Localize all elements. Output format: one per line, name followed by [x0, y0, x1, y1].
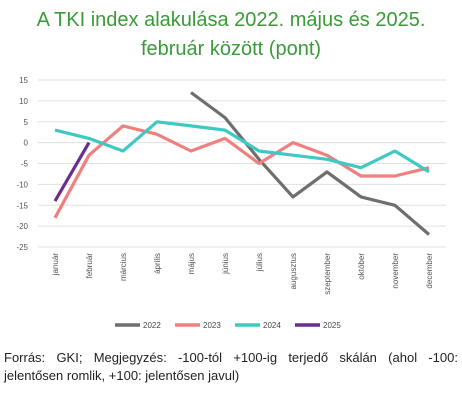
series-line-2023 — [53, 124, 430, 219]
x-tick-label: július — [255, 253, 264, 272]
x-tick-label: január — [51, 253, 60, 277]
legend-label-2023: 2023 — [203, 321, 221, 330]
legend-label-2025: 2025 — [323, 321, 341, 330]
chart-title-line-2: február között (pont) — [140, 38, 322, 60]
x-tick-label: december — [425, 253, 434, 289]
y-tick-label: -20 — [16, 222, 28, 231]
line-chart: 15 10 5 0 -5 -10 -15 -20 -25 január február március… — [16, 76, 446, 330]
x-tick-label: május — [187, 253, 196, 274]
series-line-2025 — [53, 141, 91, 202]
legend-label-2024: 2024 — [263, 321, 281, 330]
x-tick-label: április — [153, 253, 162, 274]
y-tick-label: 15 — [19, 76, 28, 85]
legend-label-2022: 2022 — [143, 321, 161, 330]
source-note: Forrás: GKI; Megjegyzés: -100-tól +100-i… — [4, 350, 458, 383]
x-tick-label: március — [119, 253, 128, 281]
x-tick-label: november — [391, 253, 400, 289]
x-tick-label: június — [221, 253, 230, 275]
x-tick-label: február — [85, 253, 94, 279]
chart-title: A TKI index alakulása 2022. május és 202… — [0, 6, 462, 64]
x-tick-label: szeptember — [323, 253, 332, 295]
series-line-2024 — [54, 120, 430, 174]
y-tick-label: -5 — [21, 160, 29, 169]
y-tick-label: 0 — [24, 139, 29, 148]
y-tick-label: -15 — [16, 201, 28, 210]
y-tick-label: -25 — [16, 243, 28, 252]
x-tick-label: október — [357, 253, 366, 280]
series-line-2022 — [190, 91, 431, 236]
chart-title-line-1: A TKI index alakulása 2022. május és 202… — [36, 9, 426, 31]
y-tick-label: -10 — [16, 180, 28, 189]
y-tick-label: 10 — [19, 97, 28, 106]
x-tick-label: augusztus — [289, 253, 298, 289]
y-tick-label: 5 — [24, 118, 29, 127]
